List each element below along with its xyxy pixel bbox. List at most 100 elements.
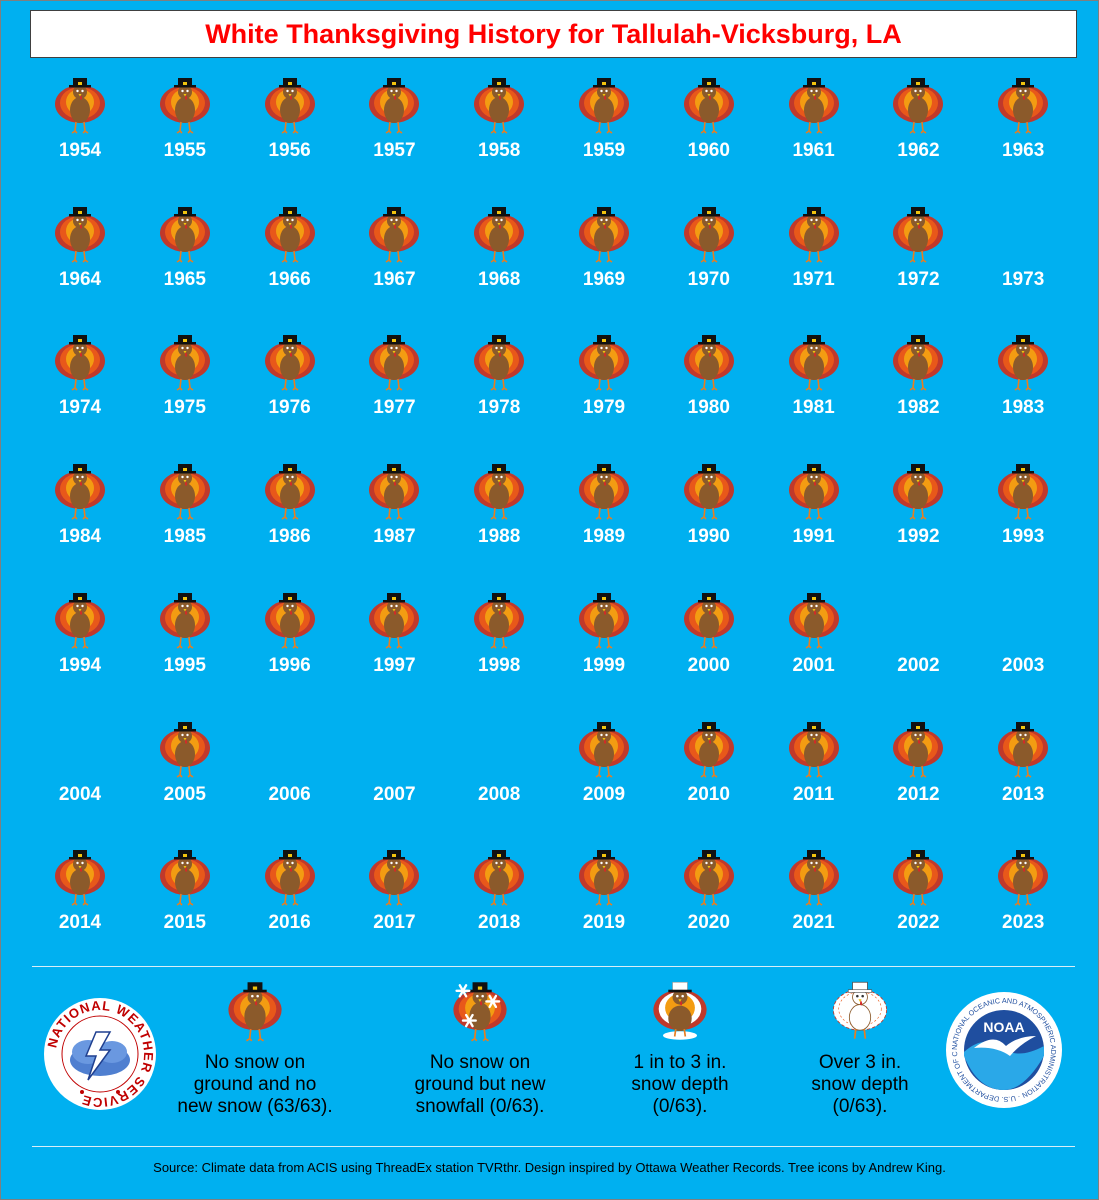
turkey-icon xyxy=(892,203,944,265)
year-label: 1987 xyxy=(373,526,416,548)
chart-title: White Thanksgiving History for Tallulah-… xyxy=(205,18,902,49)
year-cell-2003: 2003 xyxy=(971,585,1075,705)
noaa-logo: NATIONAL OCEANIC AND ATMOSPHERIC ADMINIS… xyxy=(944,990,1062,1108)
year-label: 1970 xyxy=(687,268,730,290)
year-label: 1968 xyxy=(478,268,521,290)
turkey-icon xyxy=(368,203,420,265)
year-cell-1978: 1978 xyxy=(447,327,551,447)
year-cell-2015: 2015 xyxy=(133,842,237,962)
turkey-icon xyxy=(368,331,420,393)
year-label: 1991 xyxy=(792,526,835,548)
turkey-icon xyxy=(578,331,630,393)
year-cell-2017: 2017 xyxy=(342,842,446,962)
turkey-icon xyxy=(368,589,420,651)
turkey-icon xyxy=(997,74,1049,136)
legend-new-snowfall-line2: ground but new xyxy=(414,1074,546,1095)
legend-one-to-three-line2: snow depth xyxy=(631,1074,729,1095)
turkey-icon xyxy=(54,203,106,265)
year-cell-2006: 2006 xyxy=(238,714,342,834)
year-label: 1981 xyxy=(792,397,835,419)
year-label: 2011 xyxy=(792,783,835,805)
year-label: 1999 xyxy=(582,654,626,676)
year-label: 2003 xyxy=(1002,654,1045,676)
year-label: 1985 xyxy=(163,526,206,548)
year-cell-1969: 1969 xyxy=(552,199,656,319)
year-label: 2022 xyxy=(897,912,940,934)
year-label: 1990 xyxy=(687,526,730,548)
source-note: Source: Climate data from ACIS using Thr… xyxy=(153,1160,946,1175)
year-cell-1959: 1959 xyxy=(552,70,656,190)
year-label: 2009 xyxy=(582,783,626,805)
legend-over-three-line1: Over 3 in. xyxy=(818,1052,902,1073)
turkey-icon xyxy=(264,203,316,265)
year-label: 1980 xyxy=(687,397,730,419)
turkey-icon xyxy=(473,589,525,651)
turkey-icon xyxy=(892,331,944,393)
turkey-icon xyxy=(368,460,420,522)
year-label: 2016 xyxy=(268,912,311,934)
year-label: 1960 xyxy=(687,140,730,161)
turkey-icon xyxy=(788,331,840,393)
turkey-icon xyxy=(997,460,1049,522)
year-label: 1995 xyxy=(163,654,206,676)
year-label: 1957 xyxy=(373,140,416,161)
turkey-icon xyxy=(159,846,211,908)
year-label: 1983 xyxy=(1002,397,1045,419)
year-label: 1964 xyxy=(58,268,102,290)
turkey-icon xyxy=(264,846,316,908)
year-label: 1988 xyxy=(478,526,521,548)
year-cell-2002: 2002 xyxy=(866,585,970,705)
year-cell-2023: 2023 xyxy=(971,842,1075,962)
turkey-icon xyxy=(473,74,525,136)
year-cell-1980: 1980 xyxy=(657,327,761,447)
year-cell-1985: 1985 xyxy=(133,456,237,576)
year-label: 1976 xyxy=(268,397,311,419)
year-cell-2020: 2020 xyxy=(657,842,761,962)
year-cell-1957: 1957 xyxy=(342,70,446,190)
year-cell-1989: 1989 xyxy=(552,456,656,576)
year-cell-2007: 2007 xyxy=(342,714,446,834)
year-cell-1968: 1968 xyxy=(447,199,551,319)
year-label: 2015 xyxy=(163,912,206,934)
svg-text:NOAA: NOAA xyxy=(983,1019,1024,1035)
turkey-icon xyxy=(578,74,630,136)
year-cell-1972: 1972 xyxy=(866,199,970,319)
turkey-icon xyxy=(473,203,525,265)
year-cell-1971: 1971 xyxy=(762,199,866,319)
turkey-icon xyxy=(473,846,525,908)
year-cell-1976: 1976 xyxy=(238,327,342,447)
year-cell-1966: 1966 xyxy=(238,199,342,319)
year-label: 2019 xyxy=(582,912,626,934)
year-label: 1956 xyxy=(268,140,311,161)
year-label: 1961 xyxy=(792,140,835,161)
year-cell-1996: 1996 xyxy=(238,585,342,705)
legend-top-divider xyxy=(32,966,1075,967)
turkey-icon xyxy=(578,718,630,780)
year-label: 1972 xyxy=(897,268,940,290)
year-label: 1963 xyxy=(1002,140,1045,161)
turkey-icon xyxy=(892,846,944,908)
year-cell-2001: 2001 xyxy=(762,585,866,705)
white-turkey-icon xyxy=(832,978,888,1044)
turkey-icon xyxy=(54,846,106,908)
year-label: 1989 xyxy=(582,526,626,548)
year-label: 1962 xyxy=(897,140,940,161)
turkey-icon xyxy=(997,331,1049,393)
turkey-icon xyxy=(264,331,316,393)
year-label: 1967 xyxy=(373,268,416,290)
year-label: 1965 xyxy=(163,268,206,290)
year-cell-2004: 2004 xyxy=(28,714,132,834)
turkey-icon xyxy=(788,846,840,908)
year-label: 1986 xyxy=(268,526,311,548)
legend-one-to-three-line1: 1 in to 3 in. xyxy=(633,1052,727,1073)
year-cell-1987: 1987 xyxy=(342,456,446,576)
turkey-icon xyxy=(54,460,106,522)
year-label: 2021 xyxy=(792,912,835,934)
turkey-icon xyxy=(227,978,283,1044)
year-cell-2011: 2011 xyxy=(762,714,866,834)
year-cell-2016: 2016 xyxy=(238,842,342,962)
legend-one-to-three: 1 in to 3 in. snow depth (0/63). xyxy=(600,978,760,1118)
turkey-icon xyxy=(159,460,211,522)
year-label: 1992 xyxy=(897,526,940,548)
year-cell-1970: 1970 xyxy=(657,199,761,319)
